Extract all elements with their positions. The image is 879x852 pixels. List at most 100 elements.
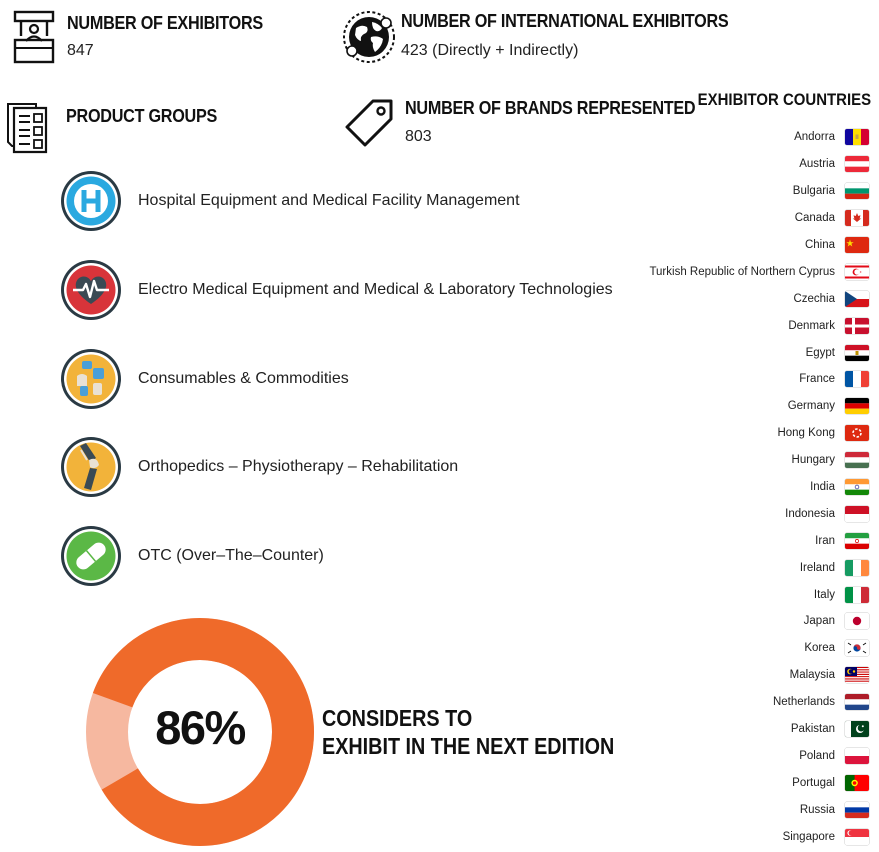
country-name: Bulgaria <box>792 185 835 198</box>
country-item: Japan <box>629 608 869 635</box>
country-name: Turkish Republic of Northern Cyprus <box>649 265 835 278</box>
country-name: Hungary <box>791 454 835 467</box>
country-name: Poland <box>799 749 835 762</box>
country-item: China <box>629 232 869 259</box>
country-item: Korea <box>629 635 869 662</box>
ireland-flag-icon <box>845 559 869 576</box>
country-item: India <box>629 474 869 501</box>
country-item: Iran <box>629 527 869 554</box>
russia-flag-icon <box>845 801 869 818</box>
survey-caption-line2: EXHIBIT IN THE NEXT EDITION <box>322 733 615 759</box>
survey-donut <box>86 618 314 846</box>
country-name: Korea <box>804 642 835 655</box>
denmark-flag-icon <box>845 317 869 334</box>
country-name: Canada <box>794 212 835 225</box>
country-item: Singapore <box>629 823 869 850</box>
country-name: Italy <box>813 588 835 601</box>
country-name: Ireland <box>799 561 835 574</box>
country-name: Egypt <box>805 346 835 359</box>
country-item: Portugal <box>629 769 869 796</box>
booth-icon <box>13 10 55 64</box>
country-item: France <box>629 366 869 393</box>
product-group-label: Orthopedics – Physiotherapy – Rehabilita… <box>138 458 459 475</box>
country-item: Indonesia <box>629 500 869 527</box>
country-name: India <box>810 481 835 494</box>
hongkong-flag-icon <box>845 425 869 442</box>
international-value: 423 (Directly + Indirectly) <box>401 42 579 59</box>
country-name: Netherlands <box>772 696 835 709</box>
country-item: Turkish Republic of Northern Cyprus <box>629 258 869 285</box>
product-group-item: Consumables & Commodities <box>60 346 349 412</box>
austria-flag-icon <box>845 156 869 173</box>
malaysia-flag-icon <box>845 667 869 684</box>
country-name: Denmark <box>788 319 835 332</box>
countries-title: EXHIBITOR COUNTRIES <box>697 90 871 109</box>
country-name: France <box>799 373 835 386</box>
country-name: Austria <box>799 158 835 171</box>
canada-flag-icon <box>845 210 869 227</box>
country-name: Japan <box>803 615 835 628</box>
singapore-flag-icon <box>845 828 869 845</box>
country-name: Malaysia <box>789 669 835 682</box>
country-name: Andorra <box>794 131 835 144</box>
product-group-label: Consumables & Commodities <box>138 370 349 387</box>
country-item: Poland <box>629 742 869 769</box>
international-title: NUMBER OF INTERNATIONAL EXHIBITORS <box>401 11 729 31</box>
country-name: China <box>804 239 835 251</box>
exhibitors-title: NUMBER OF EXHIBITORS <box>67 13 263 33</box>
country-item: Pakistan <box>629 716 869 743</box>
heart-pulse-icon <box>61 260 121 320</box>
country-item: Ireland <box>629 554 869 581</box>
hungary-flag-icon <box>845 452 869 469</box>
country-item: Russia <box>629 796 869 823</box>
globe-icon <box>343 11 395 63</box>
country-item: Canada <box>629 205 869 232</box>
brands-value: 803 <box>405 128 432 145</box>
exhibitors-value: 847 <box>67 42 94 59</box>
bulgaria-flag-icon <box>845 183 869 200</box>
brands-title: NUMBER OF BRANDS REPRESENTED <box>405 98 696 118</box>
country-item: Austria <box>629 151 869 178</box>
product-groups-title: PRODUCT GROUPS <box>66 106 218 126</box>
survey-percent: 86% <box>155 701 246 754</box>
country-item: Malaysia <box>629 662 869 689</box>
country-name: Iran <box>815 534 835 547</box>
poland-flag-icon <box>845 747 869 764</box>
product-group-label: Electro Medical Equipment and Medical & … <box>138 281 613 298</box>
iran-flag-icon <box>845 532 869 549</box>
country-name: Czechia <box>793 292 835 305</box>
egypt-flag-icon <box>845 344 869 361</box>
product-group-item: Orthopedics – Physiotherapy – Rehabilita… <box>60 434 458 500</box>
product-group-label: Hospital Equipment and Medical Facility … <box>138 192 520 209</box>
india-flag-icon <box>845 479 869 496</box>
country-name: Russia <box>799 803 835 816</box>
japan-flag-icon <box>845 613 869 630</box>
country-item: Bulgaria <box>629 178 869 205</box>
country-item: Netherlands <box>629 689 869 716</box>
country-item: Egypt <box>629 339 869 366</box>
country-item: Germany <box>629 393 869 420</box>
country-name: Singapore <box>782 830 835 843</box>
andorra-flag-icon <box>845 129 869 146</box>
country-list: Andorra Austria Bulgaria Canada China Turkish… <box>629 124 869 850</box>
knee-joint-icon <box>61 437 121 497</box>
catalog-icon <box>7 103 48 154</box>
product-group-label: OTC (Over–The–Counter) <box>138 547 324 564</box>
product-group-item: OTC (Over–The–Counter) <box>60 523 324 589</box>
czechia-flag-icon <box>845 290 869 307</box>
italy-flag-icon <box>845 586 869 603</box>
product-group-item: Hospital Equipment and Medical Facility … <box>60 168 520 234</box>
product-group-item: Electro Medical Equipment and Medical & … <box>60 257 613 323</box>
france-flag-icon <box>845 371 869 388</box>
survey-caption-line1: CONSIDERS TO <box>322 705 473 731</box>
country-name: Indonesia <box>785 507 835 520</box>
tag-icon <box>345 99 393 147</box>
country-item: Hong Kong <box>629 420 869 447</box>
country-item: Czechia <box>629 285 869 312</box>
country-item: Andorra <box>629 124 869 151</box>
donut-arc <box>92 618 314 846</box>
indonesia-flag-icon <box>845 505 869 522</box>
pill-icon <box>61 526 121 586</box>
trnc-flag-icon <box>845 263 869 280</box>
china-flag-icon <box>845 237 869 253</box>
